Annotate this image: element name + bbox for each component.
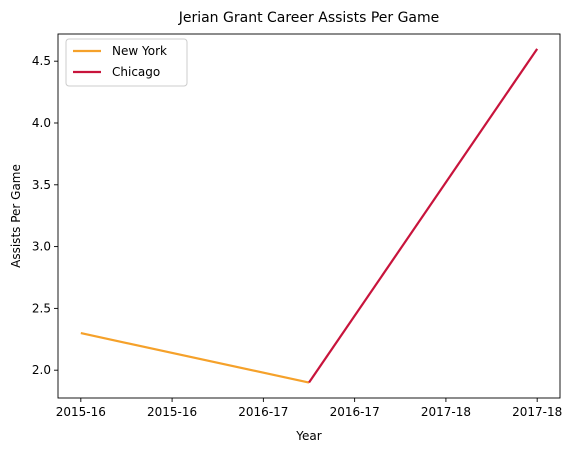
x-tick-label: 2017-18 (421, 405, 471, 419)
x-tick-label: 2015-16 (147, 405, 197, 419)
y-tick-label: 2.0 (32, 363, 51, 377)
y-tick-label: 3.5 (32, 178, 51, 192)
x-tick-label: 2017-18 (512, 405, 562, 419)
x-tick-label: 2015-16 (56, 405, 106, 419)
series-line-0 (80, 332, 310, 384)
legend-entry: New York (112, 44, 167, 58)
y-axis-label: Assists Per Game (9, 164, 23, 268)
y-tick-label: 4.5 (32, 54, 51, 68)
series-line-1 (308, 48, 539, 384)
chart-title: Jerian Grant Career Assists Per Game (178, 10, 440, 26)
x-tick-label: 2016-17 (238, 405, 288, 419)
x-axis-label: Year (295, 429, 321, 443)
plot-area: 2015-16 2015-16 2016-17 2016-17 2017-18 2017-… (32, 33, 562, 419)
x-tick-label: 2016-17 (330, 405, 380, 419)
y-tick-label: 3.0 (32, 240, 51, 254)
y-tick-label: 2.5 (32, 301, 51, 315)
legend: New York Chicago (65, 38, 188, 87)
axes-frame (57, 33, 561, 399)
legend-entry: Chicago (112, 65, 160, 79)
y-tick-label: 4.0 (32, 116, 51, 130)
